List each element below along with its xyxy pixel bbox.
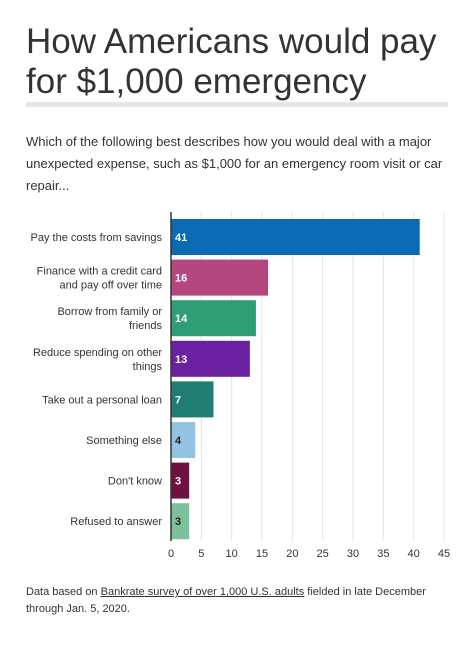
- category-label: Borrow from family or friends: [57, 306, 162, 332]
- footer-suffix: fielded in late December through Jan. 5,…: [26, 586, 426, 615]
- category-labels: Pay the costs from savings Finance with a…: [31, 232, 163, 528]
- bar-value-label: 4: [175, 435, 182, 447]
- bar-value-label: 41: [175, 232, 187, 244]
- bar: [171, 340, 250, 377]
- category-label: Take out a personal loan: [42, 394, 162, 406]
- x-tick-label: 15: [256, 548, 268, 560]
- bar: [171, 259, 269, 296]
- bar-value-label: 3: [175, 516, 181, 528]
- x-tick-label: 20: [286, 548, 298, 560]
- title-divider: [26, 102, 448, 107]
- bar-value-label: 14: [175, 313, 188, 325]
- x-tick-label: 10: [226, 548, 238, 560]
- category-label: Finance with a credit card and pay off ov…: [37, 266, 162, 292]
- category-label: Something else: [86, 435, 162, 447]
- x-tick-label: 25: [317, 548, 329, 560]
- category-label: Reduce spending on other things: [33, 347, 163, 373]
- x-tick-label: 30: [347, 548, 359, 560]
- footer-note: Data based on Bankrate survey of over 1,…: [26, 584, 446, 618]
- x-tick-label: 0: [168, 548, 174, 560]
- category-label: Refused to answer: [70, 516, 162, 528]
- category-label: Don't know: [108, 476, 162, 488]
- bar: [171, 503, 190, 540]
- bar-value-label: 3: [175, 476, 181, 488]
- chart-title: How Americans would pay for $1,000 emerg…: [26, 22, 437, 101]
- bar: [171, 381, 214, 418]
- bar-value-label: 16: [175, 273, 187, 285]
- x-tick-label: 45: [438, 548, 450, 560]
- survey-link[interactable]: Bankrate survey of over 1,000 U.S. adult…: [100, 586, 305, 598]
- bar: [171, 300, 256, 337]
- bar-value-label: 13: [175, 354, 187, 366]
- x-axis-ticks: 0 5 10 15 20 25 30 35 40 45: [168, 548, 450, 560]
- footer-prefix: Data based on: [26, 586, 101, 598]
- bar: [171, 219, 420, 255]
- bar: [171, 422, 196, 458]
- category-label: Pay the costs from savings: [31, 232, 163, 244]
- x-tick-label: 5: [198, 548, 204, 560]
- chart-subtitle: Which of the following best describes ho…: [26, 134, 443, 193]
- bar-value-label: 7: [175, 394, 181, 406]
- bar: [171, 462, 190, 499]
- bars: 41 16 14 13 7 4 3 3: [171, 219, 420, 540]
- x-tick-label: 40: [408, 548, 420, 560]
- x-tick-label: 35: [377, 548, 389, 560]
